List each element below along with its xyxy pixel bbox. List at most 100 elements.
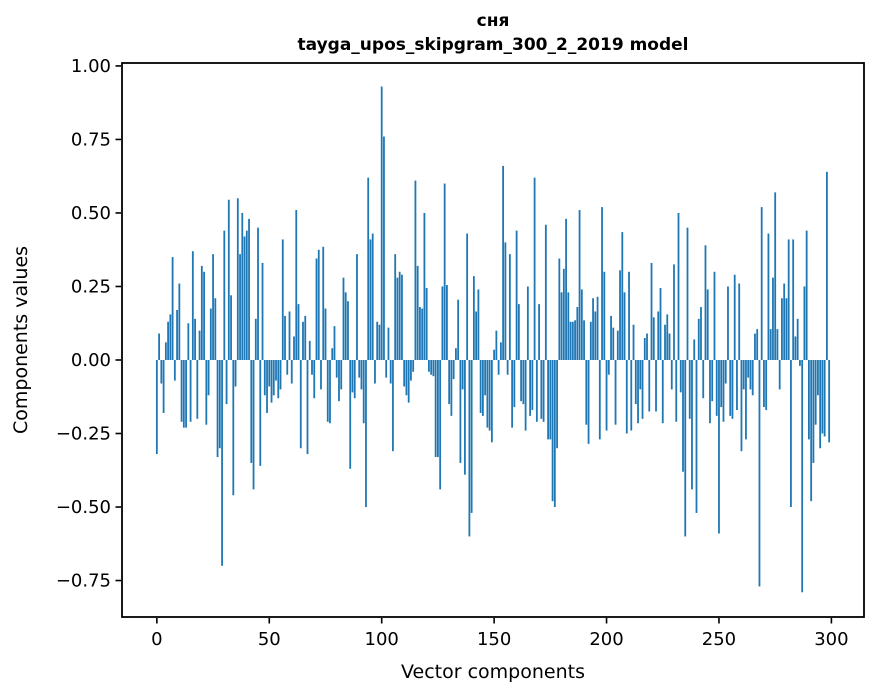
bar	[486, 360, 489, 428]
bar	[461, 360, 464, 390]
bar	[459, 360, 462, 463]
bar	[223, 230, 226, 360]
bar	[221, 360, 223, 566]
bar	[553, 360, 556, 508]
bar	[306, 360, 309, 455]
bar	[772, 277, 774, 360]
bar	[785, 298, 788, 360]
bar	[693, 339, 696, 360]
bar	[209, 308, 212, 360]
bar	[371, 233, 374, 360]
bar	[643, 337, 646, 360]
bar	[479, 360, 482, 413]
bar	[448, 360, 451, 405]
bar	[313, 360, 316, 399]
bar	[389, 360, 392, 384]
bar	[308, 340, 311, 360]
bar	[688, 360, 691, 419]
bar	[763, 360, 765, 408]
bar	[194, 318, 196, 360]
bar	[277, 360, 280, 399]
bar	[450, 360, 453, 416]
bar	[733, 274, 736, 360]
bar	[324, 308, 327, 360]
bar	[702, 360, 705, 399]
x-tick-label: 50	[258, 629, 281, 650]
y-axis-label: Components values	[10, 246, 32, 434]
bar	[520, 360, 523, 402]
bar	[637, 360, 639, 424]
bar	[394, 254, 397, 360]
bar	[167, 321, 169, 360]
bar	[634, 360, 637, 405]
bar	[488, 360, 491, 431]
x-tick-label: 150	[477, 629, 511, 650]
bar	[605, 360, 608, 431]
bar	[180, 360, 183, 422]
bar	[178, 283, 181, 360]
bar	[794, 336, 797, 360]
bar	[538, 304, 540, 360]
bar	[711, 360, 714, 402]
bar	[569, 321, 572, 360]
bar	[279, 360, 282, 390]
bar	[589, 321, 592, 360]
bar	[565, 218, 567, 360]
bar	[169, 314, 172, 360]
bar	[783, 283, 786, 360]
bar	[304, 315, 307, 360]
bar	[511, 360, 514, 428]
bar	[621, 232, 624, 360]
bar	[778, 360, 781, 390]
bar	[706, 289, 709, 360]
bar	[551, 360, 554, 502]
bar	[724, 360, 727, 384]
bar	[203, 271, 205, 360]
bar	[641, 360, 644, 419]
bar	[302, 321, 304, 360]
bar	[225, 360, 228, 405]
bar	[655, 360, 657, 412]
bar	[585, 360, 588, 425]
bar	[365, 360, 367, 508]
bar	[164, 342, 167, 360]
x-tick-label: 100	[365, 629, 399, 650]
bar	[380, 86, 383, 360]
bar	[673, 264, 675, 360]
y-tick-label: 0.50	[71, 203, 111, 224]
bar	[281, 239, 284, 360]
bar	[241, 212, 244, 360]
bar	[796, 318, 799, 360]
bar	[722, 360, 725, 422]
bar	[625, 360, 628, 434]
x-tick-label: 250	[702, 629, 736, 650]
bar	[335, 360, 338, 378]
bar	[403, 360, 406, 387]
bar	[592, 298, 594, 360]
bar	[342, 277, 345, 360]
bar	[299, 360, 302, 449]
bar	[322, 246, 325, 360]
bar	[340, 360, 343, 390]
bar	[729, 360, 732, 416]
bar	[207, 360, 210, 396]
bar	[466, 233, 469, 360]
bar	[266, 360, 268, 413]
bar	[495, 330, 498, 360]
bar	[425, 287, 428, 360]
bar	[821, 360, 824, 434]
bar	[295, 210, 298, 360]
bar	[205, 360, 208, 425]
bar	[439, 360, 442, 490]
bar	[758, 360, 761, 587]
bar	[158, 333, 160, 360]
bar	[230, 295, 232, 360]
bar	[792, 239, 795, 360]
bar	[601, 207, 603, 360]
bar	[261, 262, 264, 360]
bar	[774, 192, 777, 360]
bar	[812, 360, 815, 463]
bar	[558, 258, 561, 360]
bar	[781, 298, 783, 360]
